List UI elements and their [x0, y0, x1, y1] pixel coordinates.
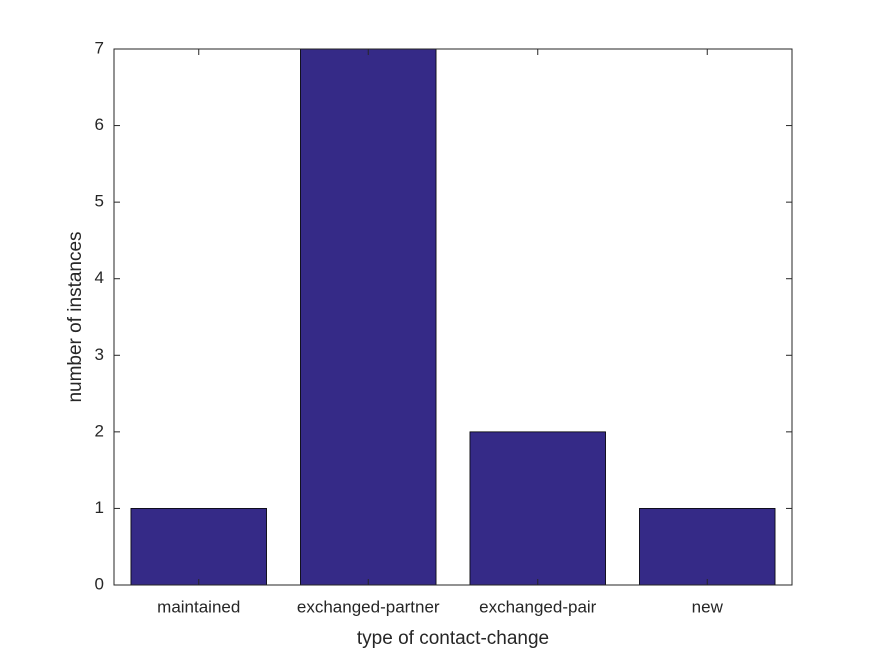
bar — [300, 48, 437, 586]
x-axis-label: type of contact-change — [357, 628, 549, 649]
y-tick-label: 6 — [95, 115, 104, 134]
y-tick-label: 3 — [95, 345, 104, 364]
y-axis-label: number of instances — [65, 231, 86, 402]
y-tick-label: 2 — [95, 421, 104, 440]
y-tick-label: 4 — [95, 268, 104, 287]
x-tick-label: exchanged-partner — [297, 597, 440, 616]
plot-frame — [113, 48, 793, 586]
y-tick-label: 5 — [95, 192, 104, 211]
x-tick-label: new — [692, 597, 724, 616]
x-tick-label: exchanged-pair — [479, 597, 597, 616]
bar — [469, 431, 606, 586]
y-tick-label: 1 — [95, 498, 104, 517]
y-tick-label: 0 — [95, 574, 104, 593]
bar — [130, 508, 267, 586]
bar — [639, 508, 776, 586]
x-tick-label: maintained — [157, 597, 240, 616]
y-tick-label: 7 — [95, 38, 104, 57]
